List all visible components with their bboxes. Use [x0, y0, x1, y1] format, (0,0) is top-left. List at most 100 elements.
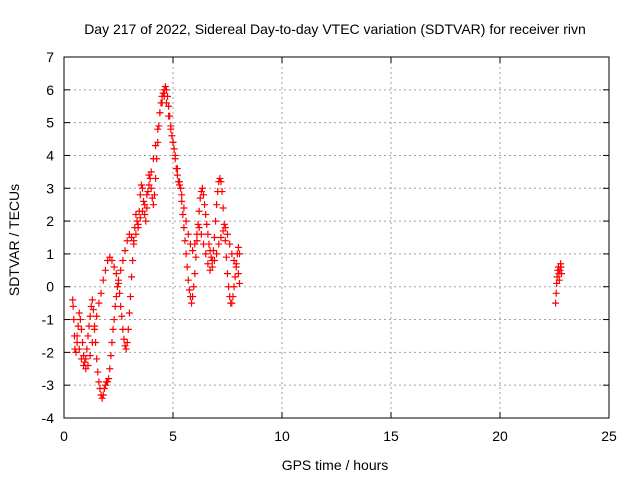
data-point [152, 174, 160, 182]
data-point [129, 256, 137, 264]
data-point [77, 355, 85, 363]
data-point [557, 270, 565, 278]
x-tick-label: 0 [60, 428, 68, 444]
data-point [202, 250, 210, 258]
data-point [221, 237, 229, 245]
data-point [215, 240, 223, 248]
data-point [178, 197, 186, 205]
data-point [101, 266, 109, 274]
data-point [88, 296, 96, 304]
x-axis-label: GPS time / hours [282, 457, 389, 473]
data-point [112, 270, 120, 278]
data-point [106, 365, 114, 373]
data-point [179, 211, 187, 219]
data-point [95, 378, 103, 386]
data-point [136, 191, 144, 199]
data-point [117, 266, 125, 274]
data-point [152, 142, 160, 150]
data-point [100, 384, 108, 392]
data-point [219, 204, 227, 212]
data-point [144, 188, 152, 196]
data-point [217, 234, 225, 241]
y-tick-label: -4 [42, 410, 55, 426]
data-point [155, 122, 163, 130]
data-point [156, 109, 164, 117]
data-point [119, 256, 127, 264]
data-point [110, 316, 118, 324]
data-point [204, 230, 212, 238]
data-point [91, 325, 99, 333]
data-point [93, 355, 101, 363]
data-point [88, 339, 96, 347]
x-tick-label: 15 [383, 428, 399, 444]
data-point [176, 178, 184, 186]
data-point [173, 165, 181, 173]
data-point [232, 263, 240, 271]
data-point [159, 89, 167, 97]
data-point [188, 299, 196, 307]
y-tick-label: -1 [42, 312, 55, 328]
data-point [207, 253, 215, 261]
data-point [555, 276, 563, 284]
data-point [170, 145, 178, 153]
data-point [161, 83, 169, 91]
x-tick-label: 10 [274, 428, 290, 444]
data-point [180, 204, 188, 212]
data-point [182, 250, 190, 258]
data-point [126, 293, 134, 301]
data-point [181, 237, 189, 245]
data-point [112, 293, 120, 301]
data-point [138, 184, 146, 192]
data-point [140, 197, 148, 205]
y-tick-label: 3 [46, 180, 54, 196]
data-point [221, 224, 229, 232]
data-point [234, 270, 242, 278]
data-point [130, 237, 138, 245]
data-point [141, 201, 149, 209]
data-point [165, 112, 173, 120]
data-point [150, 191, 158, 199]
data-point [99, 276, 107, 284]
data-point [143, 191, 151, 199]
data-point [75, 345, 83, 353]
data-point [123, 237, 131, 245]
data-point [132, 230, 140, 238]
data-point [224, 270, 231, 278]
data-point [69, 296, 77, 304]
data-point [137, 181, 145, 189]
data-point [134, 220, 142, 228]
axis-ticks [63, 56, 610, 419]
y-tick-label: 7 [46, 49, 54, 65]
data-point [97, 289, 105, 297]
data-point [195, 207, 203, 215]
data-point [195, 224, 203, 232]
data-point [122, 345, 130, 353]
data-point [210, 234, 218, 241]
y-tick-label: 5 [46, 115, 54, 131]
data-point [69, 302, 77, 310]
data-point [110, 263, 118, 271]
data-point [116, 289, 124, 297]
data-point [72, 348, 80, 356]
data-point [95, 299, 103, 307]
data-point [184, 230, 192, 238]
data-point [202, 211, 210, 219]
data-point [108, 256, 116, 264]
data-point [83, 345, 91, 353]
data-point [228, 250, 236, 258]
data-point [98, 394, 106, 402]
data-point [124, 325, 132, 333]
data-point [194, 220, 202, 228]
data-point [203, 220, 211, 228]
data-point [173, 171, 181, 179]
data-point [216, 174, 224, 182]
y-tick-label: 6 [46, 82, 54, 98]
x-tick-label: 25 [601, 428, 617, 444]
data-point [209, 247, 217, 255]
data-point [79, 339, 87, 347]
data-point [86, 312, 94, 320]
data-point [154, 125, 162, 133]
x-tick-labels: 0 5 10 15 20 25 [60, 428, 617, 444]
